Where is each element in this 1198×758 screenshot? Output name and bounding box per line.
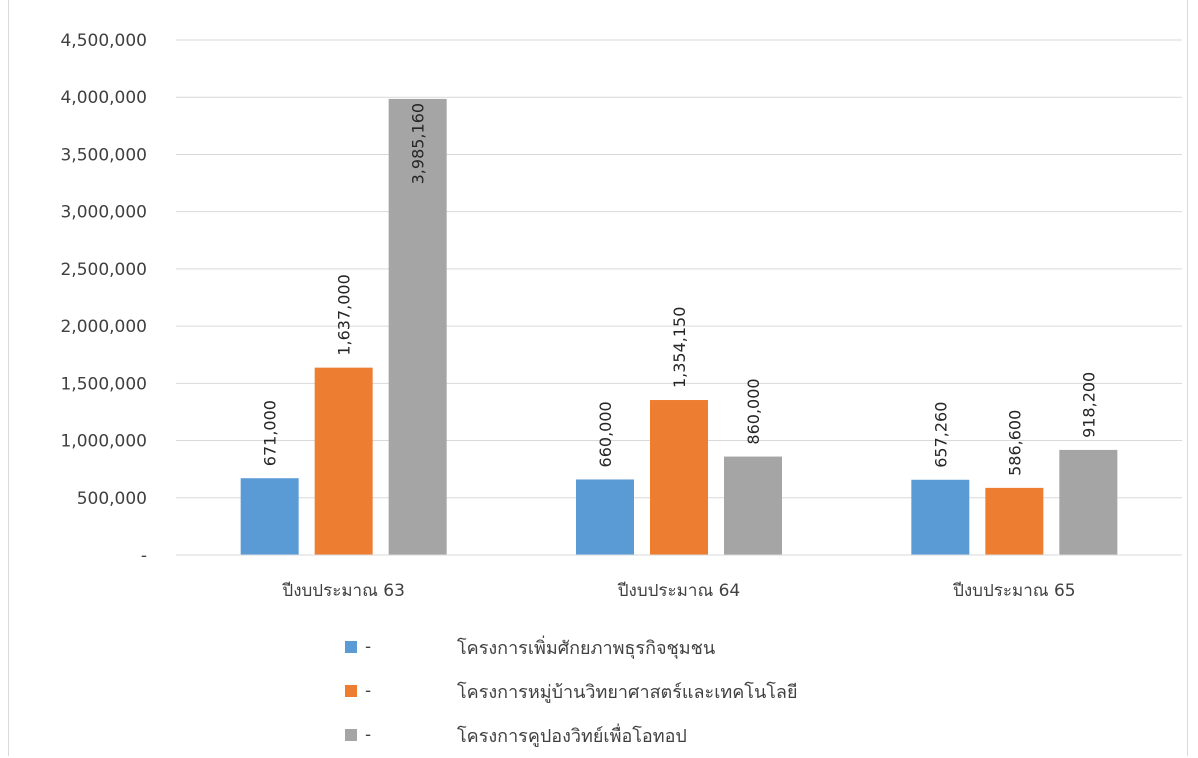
data-label: 660,000 (596, 401, 615, 467)
data-label: 657,260 (931, 402, 950, 468)
data-label: 586,600 (1005, 410, 1024, 476)
bar-chart: - 500,000 1,000,000 1,500,000 2,000,000 2,500… (60, 31, 1182, 601)
bar (388, 98, 447, 555)
bar (911, 479, 970, 555)
y-tick-label: - (141, 546, 147, 566)
legend-label: โครงการหมู่บ้านวิทยาศาสตร์และเทคโนโลยี (457, 681, 798, 703)
y-tick-label: 2,000,000 (60, 317, 147, 337)
y-tick-label: 3,500,000 (60, 145, 147, 165)
y-tick-label: 3,000,000 (60, 203, 147, 223)
x-tick-label: ปีงบประมาณ 63 (282, 581, 405, 601)
legend-swatch (345, 729, 357, 741)
legend: - โครงการเพิ่มศักยภาพธุรกิจชุมชน - โครงก… (345, 625, 798, 757)
chart-area: - 500,000 1,000,000 1,500,000 2,000,000 2,500… (8, 0, 1188, 756)
legend-label: โครงการเพิ่มศักยภาพธุรกิจชุมชน (457, 637, 716, 659)
data-label: 860,000 (744, 378, 763, 444)
legend-label: โครงการคูปองวิทย์เพื่อโอทอป (457, 725, 687, 747)
y-tick-label: 2,500,000 (60, 260, 147, 280)
bar (985, 487, 1044, 555)
data-label: 671,000 (261, 400, 280, 466)
y-tick-label: 1,000,000 (60, 432, 147, 452)
legend-prefix: - (365, 637, 372, 657)
x-tick-label: ปีงบประมาณ 65 (952, 581, 1075, 601)
bar (240, 478, 299, 555)
data-label: 918,200 (1079, 372, 1098, 438)
y-tick-label: 4,500,000 (60, 31, 147, 51)
legend-swatch (345, 641, 357, 653)
legend-prefix: - (365, 681, 372, 701)
bar (650, 400, 708, 555)
legend-item: - โครงการหมู่บ้านวิทยาศาสตร์และเทคโนโลยี (345, 669, 798, 713)
data-label: 1,354,150 (670, 307, 689, 388)
bar (314, 367, 373, 555)
legend-swatch (345, 685, 357, 697)
y-tick-label: 4,000,000 (60, 88, 147, 108)
bar (1059, 449, 1118, 555)
legend-item: - โครงการคูปองวิทย์เพื่อโอทอป (345, 713, 798, 757)
legend-prefix: - (365, 725, 372, 745)
data-label: 3,985,160 (409, 103, 428, 184)
y-tick-label: 1,500,000 (60, 374, 147, 394)
legend-item: - โครงการเพิ่มศักยภาพธุรกิจชุมชน (345, 625, 798, 669)
bar (724, 456, 782, 555)
x-tick-label: ปีงบประมาณ 64 (617, 581, 740, 601)
bar (576, 479, 634, 555)
y-tick-label: 500,000 (77, 489, 147, 509)
data-label: 1,637,000 (335, 274, 354, 355)
